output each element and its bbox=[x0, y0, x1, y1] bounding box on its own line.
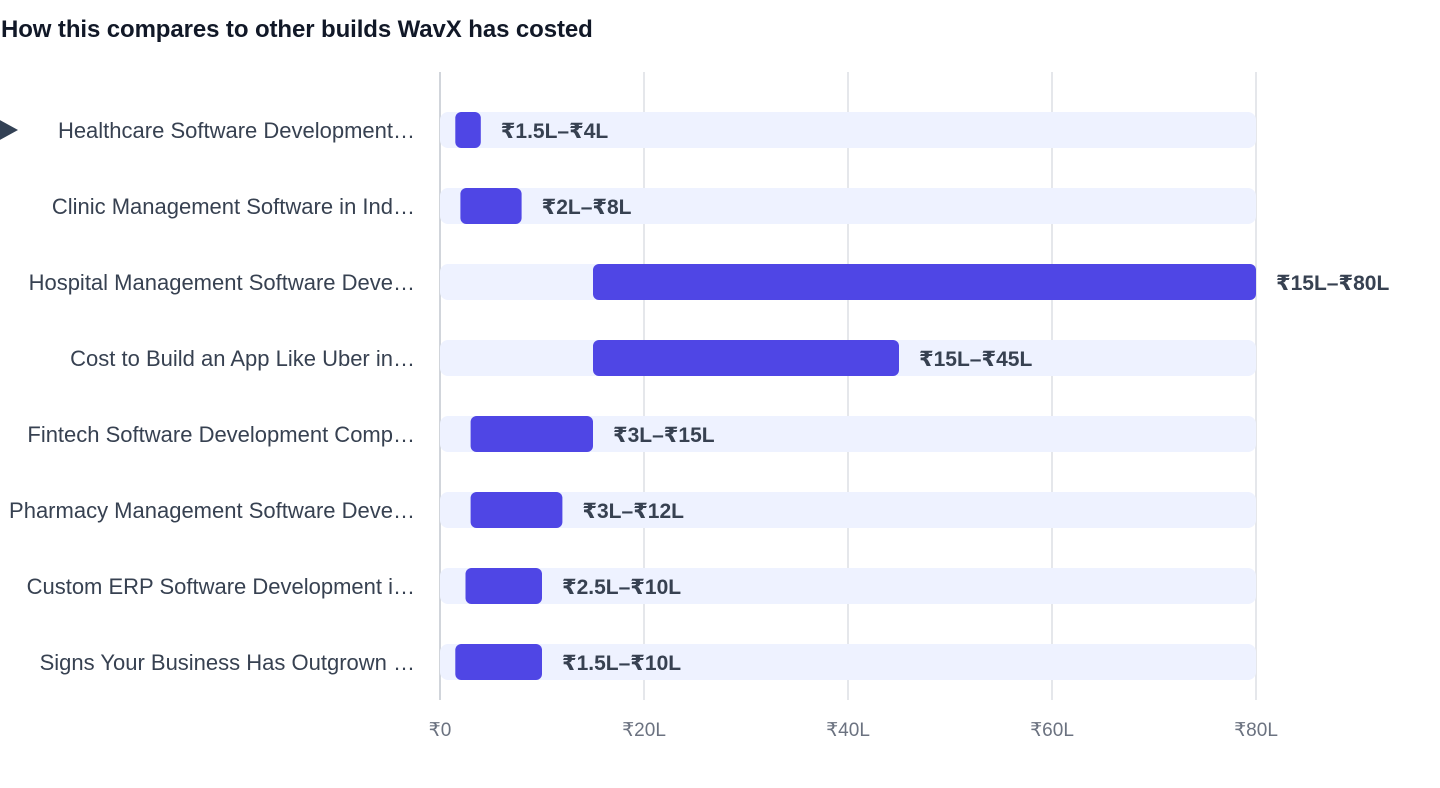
range-bar[interactable] bbox=[465, 568, 543, 604]
value-label: ₹1.5L–₹10L bbox=[562, 652, 681, 675]
row-label: Fintech Software Development Comp… bbox=[27, 422, 415, 447]
x-tick-label: ₹60L bbox=[1030, 720, 1074, 741]
bar-track bbox=[440, 112, 1256, 148]
x-tick-label: ₹0 bbox=[429, 720, 452, 741]
row-label: Cost to Build an App Like Uber in… bbox=[70, 346, 415, 371]
row-label: Healthcare Software Development… bbox=[58, 118, 415, 143]
x-tick-label: ₹20L bbox=[622, 720, 666, 741]
row-label: Clinic Management Software in Ind… bbox=[52, 194, 415, 219]
x-tick-label: ₹40L bbox=[826, 720, 870, 741]
x-tick-label: ₹80L bbox=[1234, 720, 1278, 741]
x-axis-ticks: ₹0 ₹20L ₹40L ₹60L ₹80L bbox=[429, 720, 1278, 741]
bar-track bbox=[440, 644, 1256, 680]
value-label: ₹3L–₹12L bbox=[582, 500, 684, 523]
bar-track bbox=[440, 416, 1256, 452]
bar-track bbox=[440, 188, 1256, 224]
value-label: ₹1.5L–₹4L bbox=[501, 120, 609, 143]
row-label: Pharmacy Management Software Deve… bbox=[9, 498, 415, 523]
range-bar[interactable] bbox=[460, 188, 522, 224]
bar-track bbox=[440, 568, 1256, 604]
current-item-marker-icon bbox=[0, 120, 18, 140]
row-label: Signs Your Business Has Outgrown … bbox=[40, 650, 415, 675]
range-bar[interactable] bbox=[593, 340, 899, 376]
gridlines bbox=[439, 72, 1257, 700]
row-labels: Healthcare Software Development… Clinic M… bbox=[0, 118, 415, 675]
chart-title: How this compares to other builds WavX h… bbox=[1, 16, 593, 43]
row-label: Custom ERP Software Development i… bbox=[27, 574, 415, 599]
range-bar[interactable] bbox=[455, 644, 542, 680]
value-label: ₹2.5L–₹10L bbox=[562, 576, 681, 599]
value-labels: ₹1.5L–₹4L ₹2L–₹8L ₹15L–₹80L ₹15L–₹45L ₹3L–₹1… bbox=[501, 120, 1390, 675]
range-bar[interactable] bbox=[470, 416, 593, 452]
range-bar[interactable] bbox=[470, 492, 563, 528]
value-label: ₹15L–₹45L bbox=[919, 348, 1032, 371]
row-label: Hospital Management Software Deve… bbox=[29, 270, 415, 295]
range-bar[interactable] bbox=[593, 264, 1256, 300]
value-label: ₹2L–₹8L bbox=[542, 196, 632, 219]
range-bar[interactable] bbox=[455, 112, 481, 148]
bar-track bbox=[440, 492, 1256, 528]
value-label: ₹3L–₹15L bbox=[613, 424, 715, 447]
value-label: ₹15L–₹80L bbox=[1276, 272, 1389, 295]
range-bars bbox=[455, 112, 1256, 680]
